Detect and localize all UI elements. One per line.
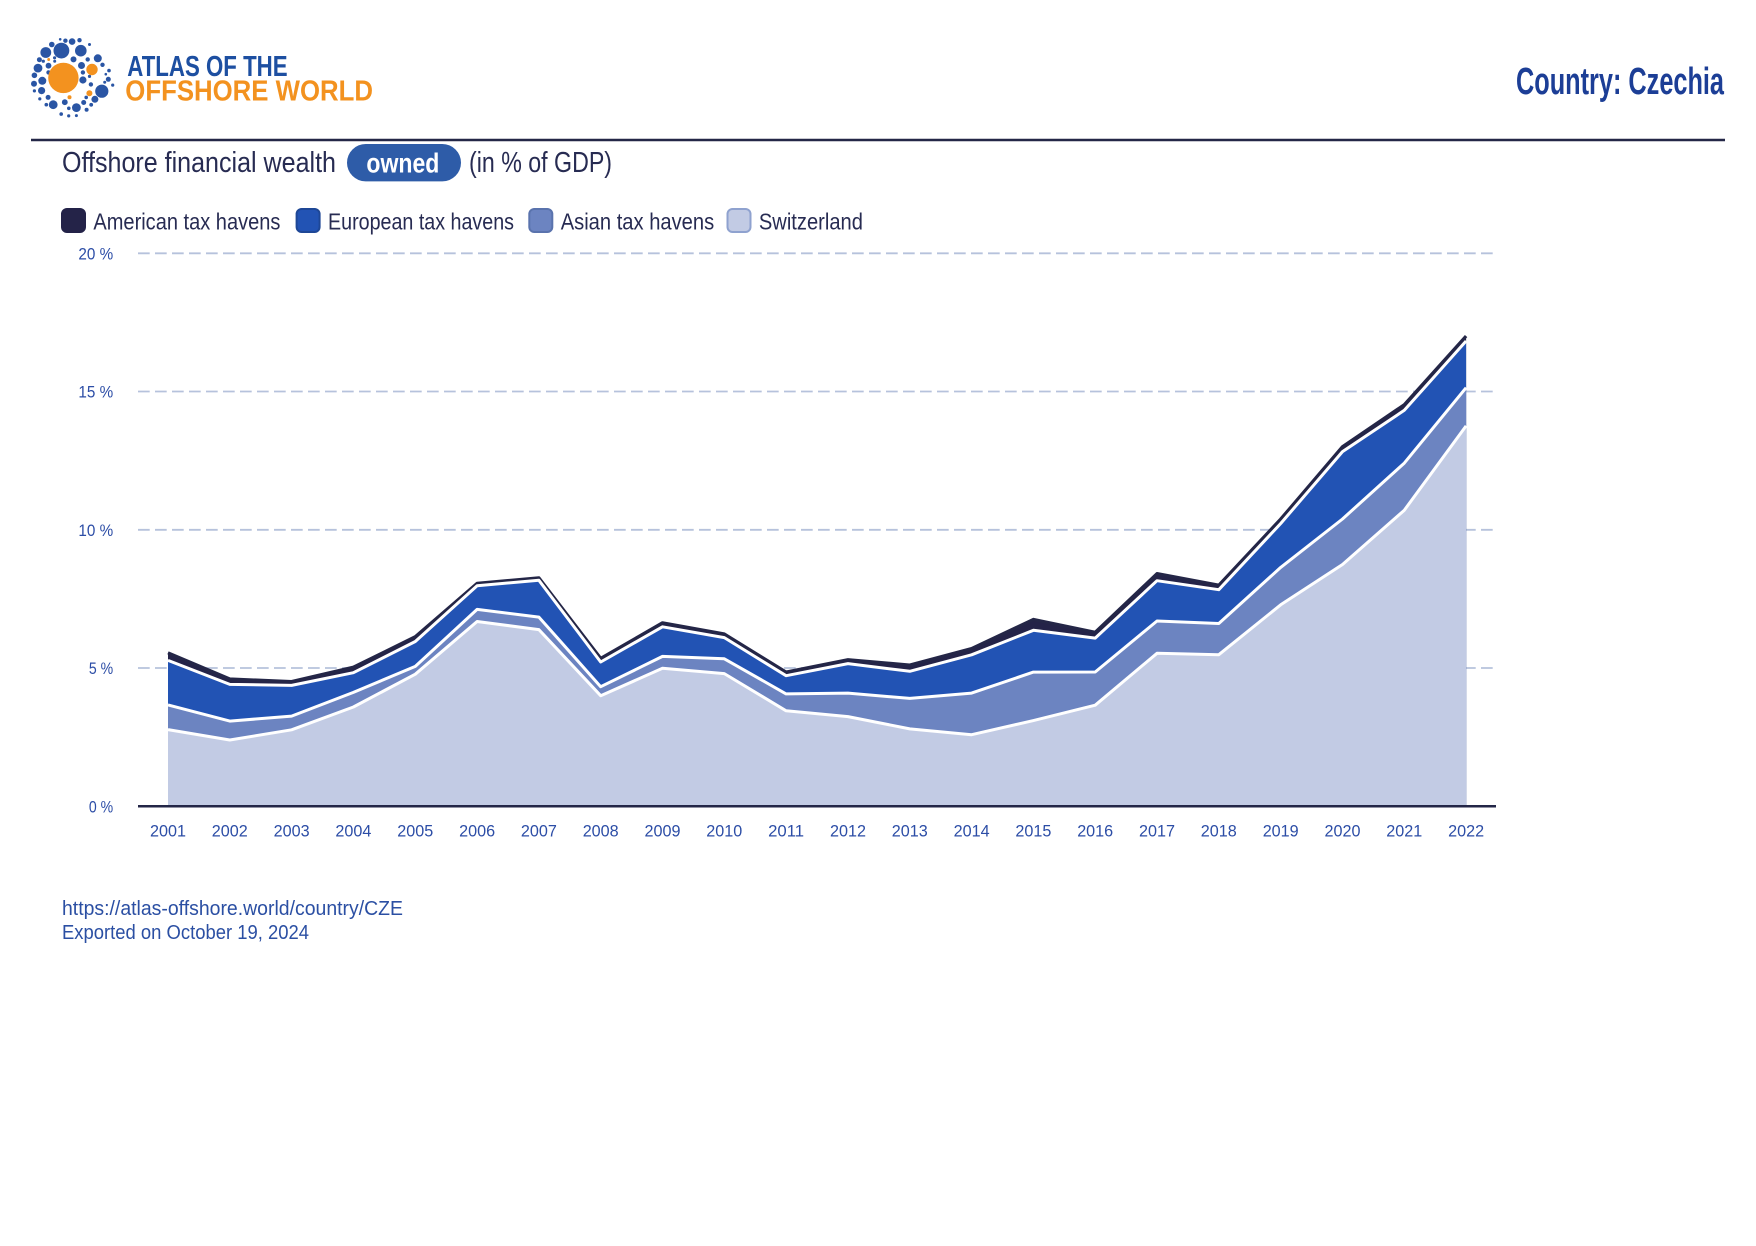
- svg-text:2015: 2015: [1015, 822, 1051, 841]
- svg-text:2007: 2007: [521, 822, 557, 841]
- svg-text:OFFSHORE WORLD: OFFSHORE WORLD: [125, 75, 373, 107]
- svg-text:2001: 2001: [150, 822, 186, 841]
- svg-text:American tax havens: American tax havens: [93, 209, 280, 235]
- svg-text:2020: 2020: [1325, 822, 1361, 841]
- svg-text:ATLAS OF THE: ATLAS OF THE: [127, 51, 287, 83]
- svg-text:2019: 2019: [1263, 822, 1299, 841]
- svg-text:Exported on October 19, 2024: Exported on October 19, 2024: [62, 922, 309, 944]
- svg-text:Asian tax havens: Asian tax havens: [561, 209, 715, 235]
- svg-text:2002: 2002: [212, 822, 248, 841]
- svg-text:2013: 2013: [892, 822, 928, 841]
- svg-text:2017: 2017: [1139, 822, 1175, 841]
- svg-text:5 %: 5 %: [89, 659, 113, 678]
- svg-text:2006: 2006: [459, 822, 495, 841]
- svg-text:15 %: 15 %: [78, 383, 113, 402]
- svg-text:2014: 2014: [954, 822, 990, 841]
- svg-text:owned: owned: [366, 148, 439, 179]
- svg-text:(in % of GDP): (in % of GDP): [469, 147, 612, 179]
- svg-text:2012: 2012: [830, 822, 866, 841]
- svg-text:2022: 2022: [1448, 822, 1484, 841]
- svg-text:2005: 2005: [397, 822, 433, 841]
- svg-text:https://atlas-offshore.world/c: https://atlas-offshore.world/country/CZE: [62, 898, 403, 920]
- svg-text:2004: 2004: [335, 822, 371, 841]
- svg-text:2003: 2003: [274, 822, 310, 841]
- svg-text:20 %: 20 %: [78, 244, 113, 263]
- svg-text:2010: 2010: [706, 822, 742, 841]
- svg-text:2018: 2018: [1201, 822, 1237, 841]
- svg-text:Offshore financial wealth: Offshore financial wealth: [62, 147, 336, 179]
- svg-text:Switzerland: Switzerland: [759, 209, 863, 235]
- svg-text:2021: 2021: [1386, 822, 1422, 841]
- svg-text:2016: 2016: [1077, 822, 1113, 841]
- svg-text:10 %: 10 %: [78, 521, 113, 540]
- svg-text:Country: Czechia: Country: Czechia: [1516, 61, 1725, 103]
- svg-text:European tax havens: European tax havens: [328, 209, 514, 235]
- svg-text:2008: 2008: [583, 822, 619, 841]
- svg-text:2009: 2009: [645, 822, 681, 841]
- svg-text:2011: 2011: [768, 822, 804, 841]
- svg-text:0 %: 0 %: [89, 797, 113, 816]
